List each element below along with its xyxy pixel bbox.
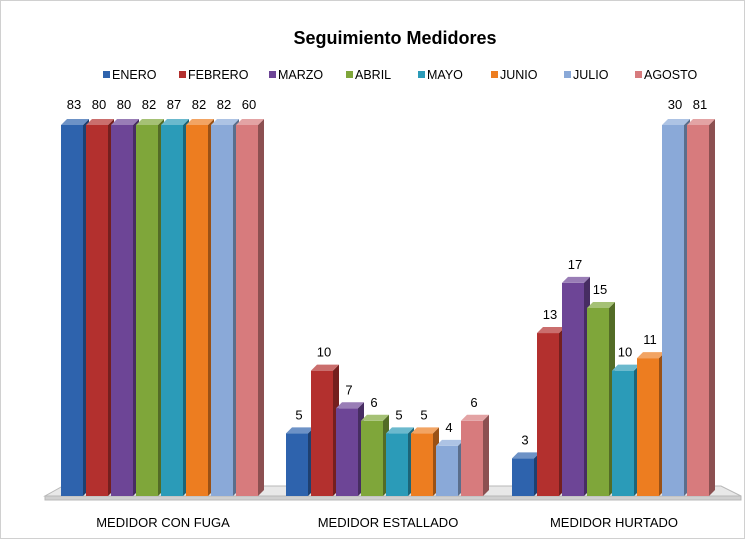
category-label-2: MEDIDOR ESTALLADO (318, 515, 459, 530)
category-label-3: MEDIDOR HURTADO (550, 515, 678, 530)
bar-marzo-1 (111, 119, 139, 496)
data-label-enero-1: 83 (67, 97, 81, 112)
data-label-abril-2: 6 (370, 395, 377, 410)
data-labels-group: 83 80 80 82 87 82 82 60 5 10 7 6 5 5 4 6 3 13 17 15 10 11 30 81 (67, 97, 707, 447)
bar-agosto-1 (236, 119, 264, 496)
legend-swatch-febrero (179, 71, 186, 78)
data-label-junio-2: 5 (420, 407, 427, 422)
bar-junio-1 (186, 119, 214, 496)
data-label-marzo-2: 7 (345, 382, 352, 397)
bar-abril-2 (361, 414, 389, 496)
category-labels-group: MEDIDOR CON FUGA MEDIDOR ESTALLADO MEDIDOR… (96, 515, 678, 530)
bar-mayo-1 (161, 119, 189, 496)
bar-julio-2 (436, 439, 464, 496)
bar-enero-3 (512, 452, 540, 496)
data-label-marzo-1: 80 (117, 97, 131, 112)
bar-mayo-2 (386, 427, 414, 496)
bar-enero-1 (61, 119, 89, 496)
legend-swatch-marzo (269, 71, 276, 78)
data-label-enero-3: 3 (521, 432, 528, 447)
data-label-febrero-1: 80 (92, 97, 106, 112)
category-label-1: MEDIDOR CON FUGA (96, 515, 230, 530)
legend-swatch-abril (346, 71, 353, 78)
data-label-julio-1: 82 (217, 97, 231, 112)
bar-abril-3 (587, 301, 615, 496)
legend-swatch-junio (491, 71, 498, 78)
bar-marzo-3 (562, 276, 590, 496)
data-label-abril-3: 15 (593, 282, 607, 297)
bar-febrero-3 (537, 327, 565, 496)
legend-swatch-julio (564, 71, 571, 78)
legend-label-julio: JULIO (573, 68, 609, 82)
bar-agosto-3 (687, 119, 715, 496)
bar-julio-3 (662, 119, 690, 496)
legend-swatch-agosto (635, 71, 642, 78)
data-label-julio-2: 4 (445, 420, 452, 435)
bar-enero-2 (286, 427, 314, 496)
legend-label-mayo: MAYO (427, 68, 463, 82)
legend-label-marzo: MARZO (278, 68, 323, 82)
bars-group (61, 119, 715, 496)
legend-label-febrero: FEBRERO (188, 68, 249, 82)
legend-label-junio: JUNIO (500, 68, 538, 82)
data-label-agosto-2: 6 (470, 395, 477, 410)
data-label-enero-2: 5 (295, 407, 302, 422)
bar-junio-2 (411, 427, 439, 496)
bar-febrero-2 (311, 364, 339, 496)
legend: ENERO FEBRERO MARZO ABRIL MAYO JUNIO JULIO AGOS… (103, 68, 698, 82)
legend-swatch-mayo (418, 71, 425, 78)
data-label-junio-1: 82 (192, 97, 206, 112)
bar-julio-1 (211, 119, 239, 496)
bar-mayo-3 (612, 364, 640, 496)
floor-front (44, 495, 742, 501)
data-label-febrero-3: 13 (543, 307, 557, 322)
data-label-mayo-3: 10 (618, 345, 632, 360)
data-label-mayo-1: 87 (167, 97, 181, 112)
legend-label-abril: ABRIL (355, 68, 391, 82)
legend-swatch-enero (103, 71, 110, 78)
bar-febrero-1 (86, 119, 114, 496)
data-label-mayo-2: 5 (395, 407, 402, 422)
data-label-febrero-2: 10 (317, 345, 331, 360)
bar-abril-1 (136, 119, 164, 496)
data-label-julio-3: 30 (668, 97, 682, 112)
data-label-agosto-3: 81 (693, 97, 707, 112)
bar-junio-3 (637, 352, 665, 496)
data-label-abril-1: 82 (142, 97, 156, 112)
bar-agosto-2 (461, 414, 489, 496)
legend-label-enero: ENERO (112, 68, 157, 82)
chart-title: Seguimiento Medidores (293, 28, 496, 48)
data-label-agosto-1: 60 (242, 97, 256, 112)
data-label-junio-3: 11 (643, 332, 657, 347)
bar-marzo-2 (336, 402, 364, 496)
data-label-marzo-3: 17 (568, 257, 582, 272)
legend-label-agosto: AGOSTO (644, 68, 698, 82)
